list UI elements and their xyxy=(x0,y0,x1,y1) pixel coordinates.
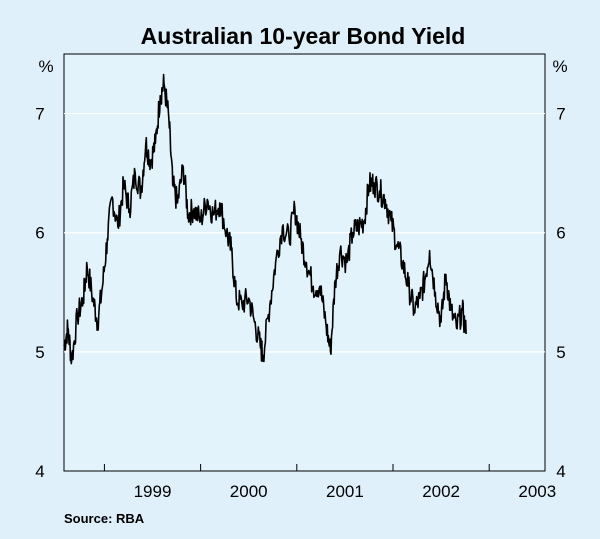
gridlines xyxy=(64,112,545,353)
bond-yield-line xyxy=(63,73,467,365)
left-y-tick-label: 6 xyxy=(35,224,44,243)
source-note: Source: RBA xyxy=(64,511,145,526)
x-tick-label: 2003 xyxy=(518,482,556,501)
x-axis-labels: 1999 2000 2001 2002 2003 xyxy=(134,482,557,501)
right-y-tick-label: 6 xyxy=(556,224,565,243)
x-tick-label: 2000 xyxy=(230,482,268,501)
left-axis-unit: % xyxy=(38,57,53,76)
plot-area xyxy=(63,53,546,472)
x-tick-label: 1999 xyxy=(134,482,172,501)
right-axis-unit: % xyxy=(552,57,567,76)
right-y-tick-label: 5 xyxy=(556,343,565,362)
right-y-tick-label: 4 xyxy=(556,462,565,481)
left-y-tick-label: 7 xyxy=(35,105,44,124)
left-y-axis-labels: 4 5 6 7 xyxy=(35,105,44,481)
chart-title: Australian 10-year Bond Yield xyxy=(141,23,466,49)
x-tick-label: 2001 xyxy=(326,482,364,501)
right-y-tick-label: 7 xyxy=(556,105,565,124)
x-axis-ticks xyxy=(103,464,490,471)
x-tick-label: 2002 xyxy=(422,482,460,501)
left-y-tick-label: 5 xyxy=(35,343,44,362)
right-y-axis-labels: 4 5 6 7 xyxy=(556,105,565,481)
left-y-tick-label: 4 xyxy=(35,462,44,481)
